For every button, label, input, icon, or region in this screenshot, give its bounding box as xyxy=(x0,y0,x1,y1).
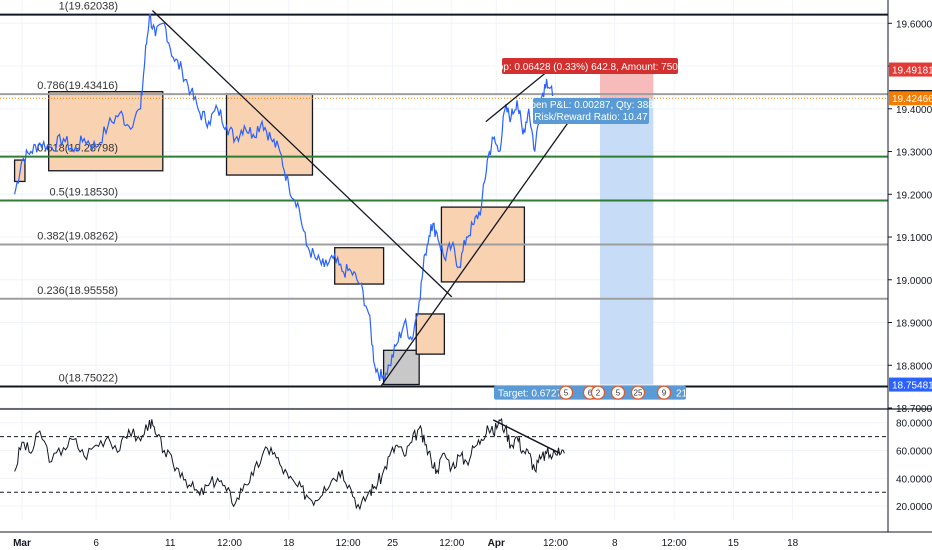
price-tick-label: 19.40000 xyxy=(896,105,932,116)
rsi-tick-label: 80.0000 xyxy=(896,419,932,430)
price-line xyxy=(14,14,554,382)
pl-badge xyxy=(533,98,649,124)
target-zone xyxy=(599,98,654,385)
stop-badge xyxy=(502,58,678,74)
range-box xyxy=(382,349,420,386)
fib-level-label: 0.786(19.43416) xyxy=(37,80,118,92)
rsi-tick-label: 60.0000 xyxy=(896,447,932,458)
time-tick-label: 12:00 xyxy=(336,538,361,549)
time-tick-label: 12:00 xyxy=(439,538,464,549)
target-label: Target: 0.6727 xyxy=(498,389,562,400)
time-tick-label: 12:00 xyxy=(217,538,242,549)
time-tick-label: 18 xyxy=(283,538,295,549)
price-tick-label: 19.30000 xyxy=(896,148,932,159)
time-tick-label: Mar xyxy=(13,538,31,549)
event-marker-label: 9 xyxy=(662,389,667,398)
fib-layer: 1(19.62038) 0.786(19.43416) 0.618(19.28798… xyxy=(0,1,888,388)
top-trend-line xyxy=(485,65,555,123)
time-tick-label: 8 xyxy=(612,538,618,549)
fib-level-label: 0.382(19.08262) xyxy=(37,230,118,242)
fib-level-label: 0.618(19.28798) xyxy=(37,143,118,155)
rsi-tick-label: 40.0000 xyxy=(896,474,932,485)
fib-level-label: 1(19.62038) xyxy=(59,1,118,13)
trend-layer xyxy=(151,10,573,388)
labels-layer: Stop: 0.06428 (0.33%) 642.8, Amount: 750… xyxy=(488,58,692,400)
rr-label: Risk/Reward Ratio: 10.47 xyxy=(534,112,648,123)
price-badge xyxy=(889,91,932,106)
rsi-tick-label: 20.0000 xyxy=(896,502,932,513)
price-badge xyxy=(889,377,932,392)
stop-label: Stop: 0.06428 (0.33%) 642.8, Amount: 750… xyxy=(488,62,692,73)
price-tick-label: 19.00000 xyxy=(896,276,932,287)
event-marker-label: 6 xyxy=(588,389,593,398)
price-badge xyxy=(889,62,932,77)
time-tick-label: 12:00 xyxy=(543,538,568,549)
time-tick-label: 25 xyxy=(387,538,399,549)
fib-level-label: 0.236(18.95558) xyxy=(37,285,118,297)
event-marker-label: 25 xyxy=(634,389,643,398)
price-layer xyxy=(14,14,554,382)
price-badge-label: 19.49181 xyxy=(892,66,932,77)
time-tick-label: 15 xyxy=(728,538,740,549)
rsi-layer xyxy=(0,408,932,511)
rsi-trend-line xyxy=(492,419,561,454)
time-tick-label: 18 xyxy=(787,538,799,549)
rsi-line xyxy=(14,417,565,511)
range-box xyxy=(415,313,446,355)
price-tick-label: 19.20000 xyxy=(896,190,932,201)
uptrend-line xyxy=(380,116,573,388)
price-badge-label: 18.75481 xyxy=(892,381,932,392)
event-marker xyxy=(630,385,646,400)
range-box xyxy=(334,247,385,285)
fib-level-label: 0(18.75022) xyxy=(59,373,118,385)
time-tick-label: 12:00 xyxy=(662,538,687,549)
time-tick-label: Apr xyxy=(488,538,505,549)
event-marker xyxy=(590,385,606,400)
event-marker xyxy=(558,385,574,400)
target-label-tail: 21 xyxy=(676,389,688,400)
open-pl-label: Open P&L: 0.00287, Qty: 3889 xyxy=(523,100,660,111)
time-tick-label: 6 xyxy=(93,538,99,549)
event-marker xyxy=(656,385,672,400)
price-tick-label: 19.10000 xyxy=(896,233,932,244)
price-tick-label: 18.80000 xyxy=(896,361,932,372)
event-marker-label: 5 xyxy=(616,389,621,398)
time-tick-label: 11 xyxy=(165,538,176,549)
downtrend-line xyxy=(151,10,453,298)
fib-level-label: 0.5(19.18530) xyxy=(50,187,119,199)
event-marker xyxy=(610,385,626,400)
price-tick-label: 18.70000 xyxy=(896,404,932,415)
price-tick-label: 19.60000 xyxy=(896,19,932,30)
event-marker-label: 5 xyxy=(564,389,569,398)
event-marker-label: 2 xyxy=(596,389,601,398)
price-tick-label: 18.90000 xyxy=(896,319,932,330)
price-badge-label: 19.42466 xyxy=(892,94,932,105)
